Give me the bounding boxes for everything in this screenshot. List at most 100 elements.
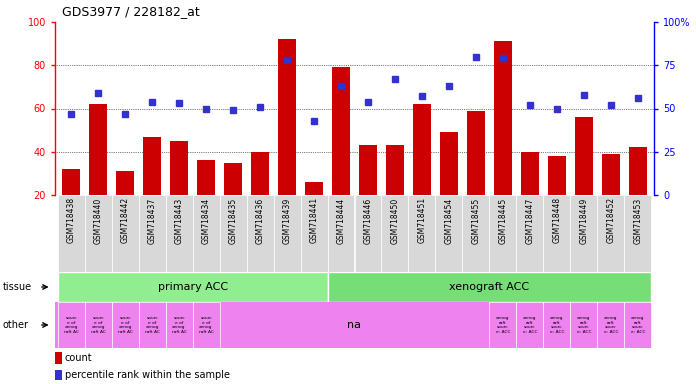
Text: GSM718450: GSM718450 — [390, 197, 400, 243]
Bar — [409, 195, 436, 272]
Bar — [171, 141, 188, 195]
Bar — [55, 352, 61, 364]
Bar — [597, 302, 624, 348]
Bar — [111, 195, 139, 272]
Bar — [516, 302, 544, 348]
Bar — [544, 195, 570, 272]
Bar — [193, 195, 220, 272]
Text: sourc
e of
xenog
raft AC: sourc e of xenog raft AC — [198, 316, 214, 334]
Text: GSM718443: GSM718443 — [175, 197, 184, 243]
Text: GSM718454: GSM718454 — [445, 197, 453, 243]
Bar — [570, 195, 597, 272]
Bar — [111, 302, 139, 348]
Text: na: na — [347, 320, 361, 330]
Bar — [602, 154, 619, 195]
Text: GSM718441: GSM718441 — [310, 197, 319, 243]
Text: percentile rank within the sample: percentile rank within the sample — [65, 370, 230, 380]
Text: GSM718440: GSM718440 — [94, 197, 103, 243]
Bar — [139, 302, 166, 348]
Text: sourc
e of
xenog
raft AC: sourc e of xenog raft AC — [90, 316, 106, 334]
Bar — [386, 145, 404, 195]
Text: GSM718444: GSM718444 — [336, 197, 345, 243]
Text: tissue: tissue — [3, 282, 32, 292]
Bar — [624, 302, 651, 348]
Bar — [246, 195, 274, 272]
Text: GSM718447: GSM718447 — [525, 197, 535, 243]
Text: xenog
raft
sourc
e: ACC: xenog raft sourc e: ACC — [523, 316, 537, 334]
Text: GDS3977 / 228182_at: GDS3977 / 228182_at — [62, 5, 200, 18]
Text: sourc
e of
xenog
raft AC: sourc e of xenog raft AC — [64, 316, 79, 334]
Bar — [597, 195, 624, 272]
Text: GSM718436: GSM718436 — [255, 197, 264, 243]
Bar — [436, 195, 462, 272]
Text: sourc
e of
xenog
raft AC: sourc e of xenog raft AC — [172, 316, 187, 334]
Text: sourc
e of
xenog
raft AC: sourc e of xenog raft AC — [118, 316, 133, 334]
Text: GSM718453: GSM718453 — [633, 197, 642, 243]
Bar — [328, 195, 354, 272]
Bar — [629, 147, 647, 195]
Bar — [224, 162, 242, 195]
Bar — [139, 195, 166, 272]
Text: xenog
raft
sourc
e: ACC: xenog raft sourc e: ACC — [631, 316, 645, 334]
Bar — [489, 302, 516, 348]
Text: GSM718434: GSM718434 — [202, 197, 211, 243]
Bar — [58, 195, 85, 272]
Bar — [359, 145, 377, 195]
Bar — [306, 182, 323, 195]
Bar — [193, 302, 220, 348]
Text: xenograft ACC: xenograft ACC — [450, 282, 530, 292]
Bar — [548, 156, 566, 195]
Bar — [624, 195, 651, 272]
Text: primary ACC: primary ACC — [157, 282, 228, 292]
Text: count: count — [65, 353, 93, 363]
Text: GSM718437: GSM718437 — [148, 197, 157, 243]
Text: xenog
raft
sourc
e: ACC: xenog raft sourc e: ACC — [550, 316, 564, 334]
Bar — [55, 369, 61, 381]
Text: xenog
raft
sourc
e: ACC: xenog raft sourc e: ACC — [603, 316, 618, 334]
Text: GSM718442: GSM718442 — [120, 197, 129, 243]
Text: GSM718445: GSM718445 — [498, 197, 507, 243]
Bar — [251, 152, 269, 195]
Bar — [332, 68, 350, 195]
Bar — [440, 132, 458, 195]
Text: xenog
raft
sourc
e: ACC: xenog raft sourc e: ACC — [576, 316, 591, 334]
Bar — [89, 104, 107, 195]
Bar — [278, 39, 296, 195]
Bar — [198, 161, 215, 195]
Text: other: other — [3, 320, 29, 330]
Bar — [413, 104, 431, 195]
Text: GSM718448: GSM718448 — [553, 197, 562, 243]
Bar — [570, 302, 597, 348]
Bar — [166, 195, 193, 272]
Text: xenog
raft
sourc
e: ACC: xenog raft sourc e: ACC — [496, 316, 510, 334]
Text: GSM718452: GSM718452 — [606, 197, 615, 243]
Bar — [116, 171, 134, 195]
Bar — [274, 195, 301, 272]
Bar — [328, 272, 651, 302]
Text: GSM718451: GSM718451 — [418, 197, 427, 243]
Bar — [462, 195, 489, 272]
Bar — [166, 302, 193, 348]
Text: GSM718455: GSM718455 — [471, 197, 480, 243]
Bar — [575, 117, 592, 195]
Text: GSM718446: GSM718446 — [363, 197, 372, 243]
Bar — [58, 272, 328, 302]
Bar — [63, 169, 80, 195]
Bar — [381, 195, 409, 272]
Text: GSM718435: GSM718435 — [228, 197, 237, 243]
Bar — [354, 195, 381, 272]
Bar — [489, 195, 516, 272]
Bar — [521, 152, 539, 195]
Bar — [85, 195, 111, 272]
Bar — [85, 302, 111, 348]
Text: sourc
e of
xenog
raft AC: sourc e of xenog raft AC — [145, 316, 159, 334]
Bar — [494, 41, 512, 195]
Text: GSM718449: GSM718449 — [579, 197, 588, 243]
Bar — [220, 195, 246, 272]
Text: GSM718439: GSM718439 — [283, 197, 292, 243]
Bar — [467, 111, 484, 195]
Text: GSM718438: GSM718438 — [67, 197, 76, 243]
Bar — [301, 195, 328, 272]
Bar — [516, 195, 544, 272]
Bar — [58, 302, 85, 348]
